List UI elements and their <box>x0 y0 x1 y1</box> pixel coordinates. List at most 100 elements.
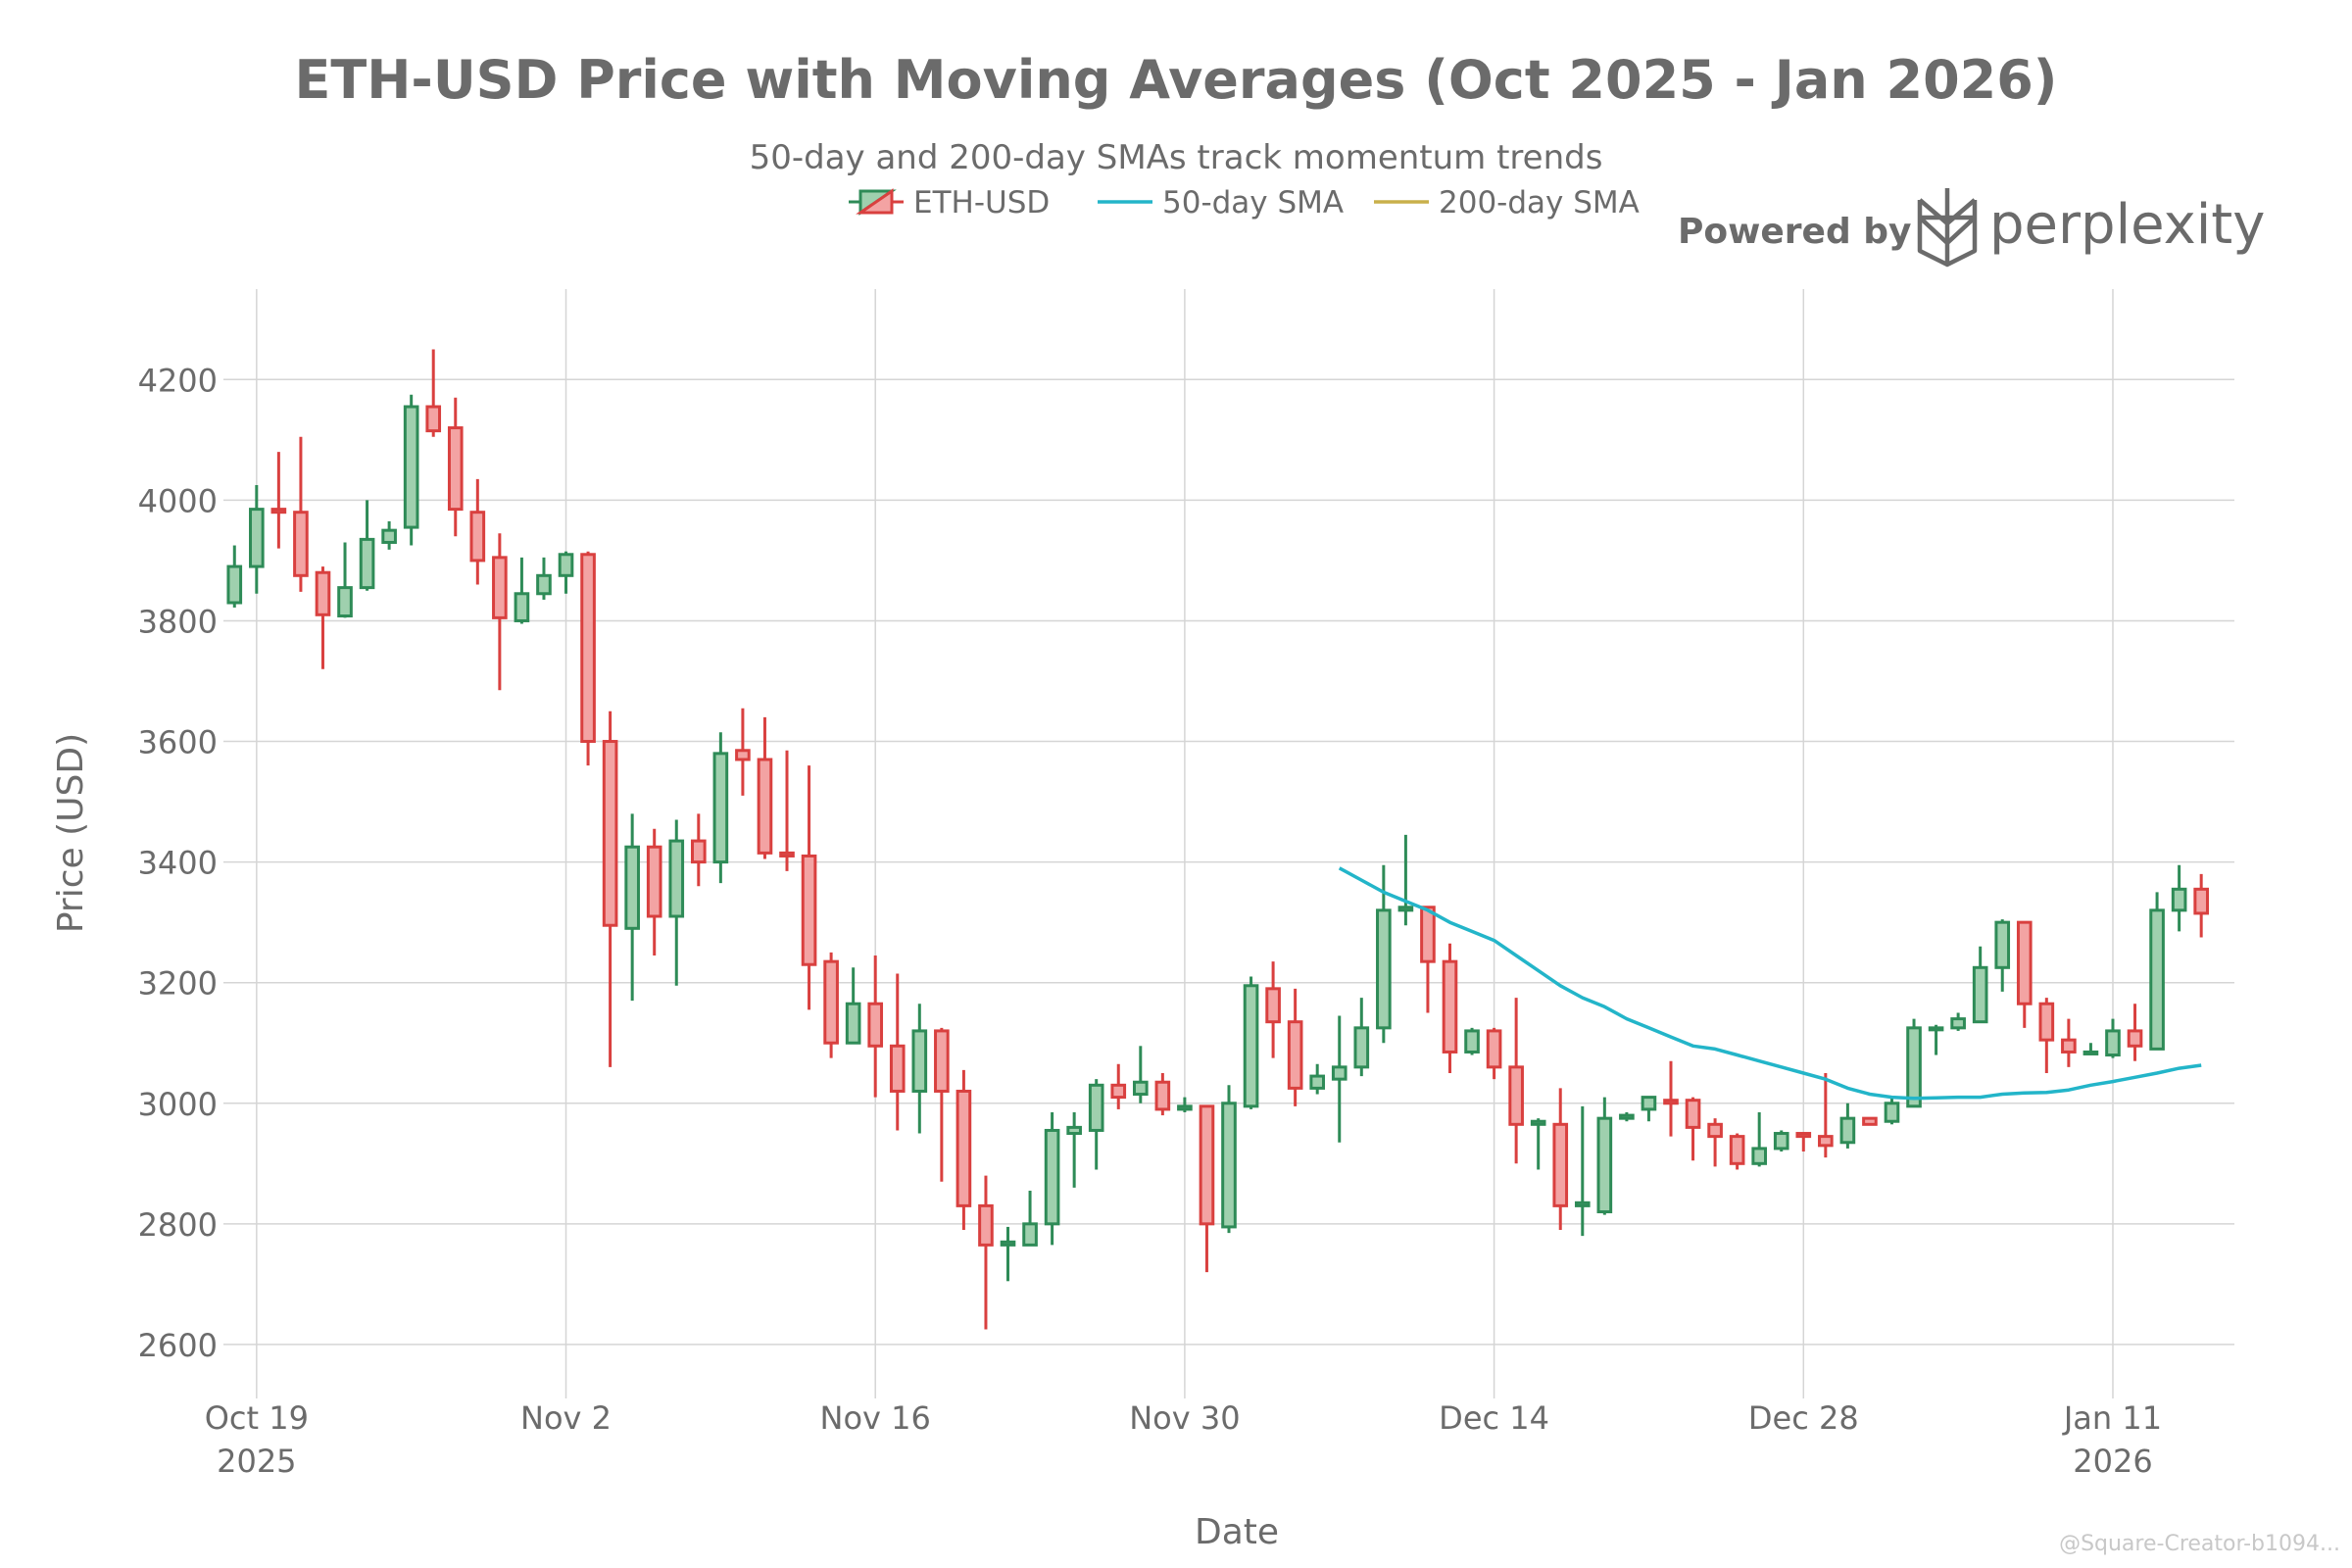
legend[interactable]: ETH-USD 50-day SMA 200-day SMA <box>849 185 1640 220</box>
candle-body <box>1022 1222 1038 1247</box>
candle-body <box>1596 1116 1613 1214</box>
candle-down <box>1420 906 1436 1013</box>
candle-body <box>1397 906 1414 912</box>
legend-item[interactable]: 50-day SMA <box>1098 185 1344 220</box>
legend-candle-down-icon <box>856 188 894 215</box>
candle-down <box>2038 998 2055 1073</box>
candle-body <box>2061 1038 2077 1054</box>
candle-body <box>1154 1080 1171 1111</box>
legend-item[interactable]: ETH-USD <box>849 185 1050 220</box>
candle-down <box>1287 988 1303 1106</box>
candle-up <box>845 967 861 1045</box>
x-axis: Oct 19 2025 Nov 2 Nov 16 Nov 30 Dec 14 Dec 28 J… <box>205 1399 2162 1480</box>
candle-up <box>1641 1096 1657 1122</box>
candle-up <box>1221 1085 1237 1234</box>
candle-down <box>1818 1073 1834 1158</box>
candle-up <box>1177 1097 1193 1112</box>
candle-up <box>1243 976 1259 1109</box>
candle-body <box>956 1089 972 1207</box>
candle-body <box>558 553 574 577</box>
x-tick-label: Nov 2 <box>520 1399 612 1437</box>
candle-body <box>315 570 331 616</box>
x-axis-title: Date <box>1195 1512 1279 1552</box>
candle-up <box>1994 919 2011 992</box>
candle-body <box>425 405 442 433</box>
candle-body <box>1950 1017 1966 1030</box>
x-tick-label: Nov 30 <box>1129 1399 1240 1437</box>
candle-up <box>1773 1130 1789 1152</box>
candle-body <box>668 839 685 918</box>
candle-down <box>1486 1027 1502 1080</box>
candle-down <box>315 566 331 669</box>
candle-up <box>536 557 552 600</box>
x-tick-label: Dec 14 <box>1439 1399 1549 1437</box>
candle-body <box>1619 1113 1635 1120</box>
candle-down <box>779 750 795 871</box>
candle-up <box>1088 1079 1104 1170</box>
perplexity-logo-icon <box>1917 188 1978 268</box>
candle-down <box>1707 1118 1723 1167</box>
candle-body <box>1751 1147 1768 1165</box>
candle-body <box>779 851 795 858</box>
candle-up <box>1464 1027 1480 1055</box>
candle-body <box>602 740 618 927</box>
candle-body <box>293 511 309 577</box>
candlestick-series <box>226 349 2209 1330</box>
candle-body <box>1884 1102 1900 1123</box>
candle-body <box>1574 1200 1591 1207</box>
candle-body <box>1906 1026 1922 1108</box>
candle-up <box>1331 1015 1348 1143</box>
candle-up <box>1839 1102 1856 1149</box>
candle-up <box>226 545 243 608</box>
candle-body <box>1552 1122 1569 1207</box>
legend-item[interactable]: 200-day SMA <box>1374 185 1640 220</box>
brand-name: perplexity <box>1989 193 2265 257</box>
candle-body <box>1287 1020 1303 1090</box>
candle-down <box>956 1069 972 1230</box>
candle-body <box>2127 1029 2143 1048</box>
candle-down <box>270 452 287 549</box>
brand[interactable]: Powered by perplexity <box>1678 188 2265 268</box>
candle-body <box>889 1044 906 1093</box>
x-tick-year-label: 2026 <box>2073 1443 2152 1480</box>
candle-body <box>1773 1132 1789 1151</box>
candle-down <box>602 710 618 1067</box>
candle-body <box>447 426 464 512</box>
candle-up <box>1022 1191 1038 1247</box>
candle-body <box>1839 1116 1856 1145</box>
candle-up <box>1000 1226 1016 1282</box>
candle-up <box>514 557 530 624</box>
candle-body <box>1486 1029 1502 1069</box>
candle-down <box>1154 1073 1171 1116</box>
candle-down <box>934 1027 950 1182</box>
candle-body <box>1795 1132 1812 1139</box>
candle-body <box>1729 1135 1745 1165</box>
candle-body <box>1972 965 1988 1024</box>
candle-down <box>735 708 751 796</box>
y-tick-label: 4000 <box>138 482 218 519</box>
candle-body <box>1066 1125 1082 1136</box>
sma-50-line <box>1338 866 2202 1101</box>
candle-body <box>1928 1026 1944 1032</box>
candle-down <box>2061 1018 2077 1067</box>
candle-up <box>2105 1018 2121 1058</box>
y-tick-label: 3200 <box>138 965 218 1003</box>
candle-body <box>359 537 375 590</box>
y-axis-title: Price (USD) <box>51 733 91 933</box>
chart-subtitle: 50-day and 200-day SMAs track momentum t… <box>750 138 1603 177</box>
candle-body <box>580 553 596 744</box>
candle-body <box>1818 1135 1834 1148</box>
y-tick-label: 2600 <box>138 1327 218 1364</box>
candle-body <box>1110 1083 1127 1100</box>
candle-up <box>1972 946 1988 1024</box>
candle-down <box>1862 1116 1878 1126</box>
candle-body <box>1132 1080 1149 1097</box>
brand-prefix: Powered by <box>1678 212 1912 252</box>
candle-down <box>757 716 773 859</box>
candle-down <box>447 397 464 537</box>
candle-up <box>249 485 265 594</box>
candle-up <box>1397 834 1414 926</box>
candle-body <box>1420 906 1436 963</box>
candle-down <box>1795 1132 1812 1152</box>
